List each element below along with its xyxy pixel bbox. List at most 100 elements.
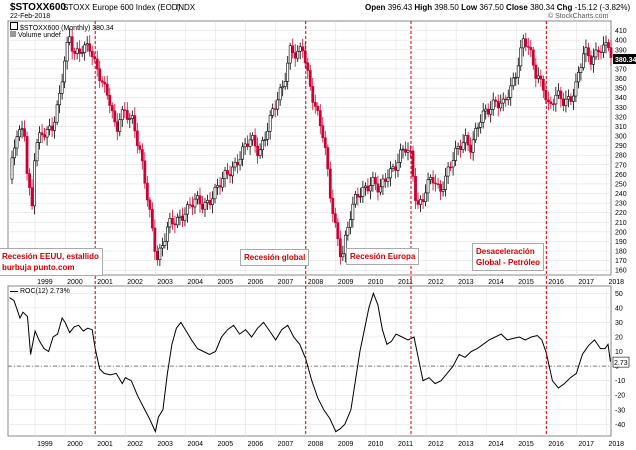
candle-body bbox=[183, 213, 187, 221]
candle-body bbox=[133, 115, 137, 132]
candle-body bbox=[406, 150, 410, 153]
candle-body bbox=[579, 67, 583, 73]
candle-body bbox=[283, 81, 287, 87]
roc-tick-label: -40 bbox=[615, 422, 625, 429]
candle-body bbox=[471, 139, 475, 153]
candle-body bbox=[486, 108, 490, 115]
price-tick-label: 310 bbox=[615, 124, 627, 131]
candle-body bbox=[561, 98, 565, 106]
candle-body bbox=[63, 60, 67, 83]
candle-body bbox=[231, 166, 234, 177]
candle-body bbox=[303, 50, 307, 64]
year-label: 2001 bbox=[97, 279, 113, 286]
candle-body bbox=[419, 199, 422, 205]
candle-body bbox=[266, 131, 270, 140]
candle-body bbox=[602, 44, 605, 53]
candle-body bbox=[366, 185, 370, 192]
candle-body bbox=[546, 99, 550, 103]
annotation-desac-line1: Desaceleración bbox=[476, 247, 535, 256]
candle-body bbox=[411, 150, 415, 177]
candle-body bbox=[273, 108, 277, 110]
ohlc-summary: Open 396.43 High 398.50 Low 367.50 Close… bbox=[365, 3, 630, 12]
candle-body bbox=[188, 204, 192, 206]
year-label: 2013 bbox=[458, 279, 474, 286]
candle-body bbox=[313, 102, 317, 107]
candle-body bbox=[100, 80, 104, 83]
exchange-label: INDX bbox=[176, 3, 196, 12]
candle-body bbox=[479, 122, 483, 128]
candle-body bbox=[311, 86, 315, 103]
year-label: 2018 bbox=[608, 441, 624, 448]
candle-body bbox=[118, 119, 122, 132]
chg-label: Chg bbox=[556, 3, 573, 12]
candle-body bbox=[316, 106, 320, 111]
candle-body bbox=[409, 150, 412, 152]
candle-body bbox=[85, 43, 89, 46]
price-tick-label: 280 bbox=[615, 153, 627, 160]
candle-body bbox=[456, 145, 460, 149]
candle-body bbox=[208, 200, 212, 205]
candle-body bbox=[318, 110, 322, 127]
candle-body bbox=[509, 85, 513, 98]
close-label: Close bbox=[506, 3, 528, 12]
year-label: 2002 bbox=[127, 441, 143, 448]
candle-body bbox=[218, 185, 222, 188]
candle-body bbox=[536, 75, 540, 79]
high-value: 398.50 bbox=[434, 3, 459, 12]
candle-body bbox=[531, 49, 535, 66]
candle-body bbox=[436, 183, 440, 185]
candle-body bbox=[494, 99, 498, 102]
price-tick-label: 320 bbox=[615, 114, 627, 121]
candle-body bbox=[33, 160, 36, 207]
year-label: 2005 bbox=[218, 441, 234, 448]
candle-body bbox=[524, 38, 528, 47]
year-label: 2008 bbox=[308, 279, 324, 286]
candle-body bbox=[589, 55, 593, 65]
recession-markers bbox=[94, 21, 547, 436]
price-tick-label: 270 bbox=[615, 162, 627, 169]
roc-tick-label: 30 bbox=[615, 320, 623, 327]
chart-date: 22-Feb-2018 bbox=[10, 13, 51, 20]
year-label: 2011 bbox=[398, 441, 413, 448]
annotation-recesion-eeuu: Recesión EEUU, estallido burbuja punto.c… bbox=[0, 248, 103, 276]
year-label: 2017 bbox=[578, 441, 594, 448]
year-label: 2010 bbox=[368, 279, 384, 286]
year-label: 2016 bbox=[548, 441, 564, 448]
candle-body bbox=[351, 203, 355, 220]
candle-body bbox=[153, 227, 157, 252]
candle-body bbox=[394, 166, 397, 171]
candle-body bbox=[484, 108, 488, 112]
candle-body bbox=[426, 179, 430, 194]
price-tick-label: 390 bbox=[615, 47, 627, 54]
year-label: 1999 bbox=[37, 279, 53, 286]
candle-body bbox=[128, 118, 132, 120]
candle-body bbox=[45, 129, 49, 138]
candle-body bbox=[348, 219, 352, 228]
candle-body bbox=[145, 182, 149, 201]
candle-body bbox=[58, 93, 62, 106]
candle-body bbox=[584, 47, 588, 55]
year-label: 2009 bbox=[338, 279, 354, 286]
price-tick-label: 220 bbox=[615, 210, 627, 217]
candle-body bbox=[519, 47, 523, 67]
price-legend-label: $STOXX600 (Monthly) 380.34 bbox=[20, 25, 114, 32]
candle-body bbox=[40, 132, 44, 136]
candle-body bbox=[186, 204, 189, 215]
candle-body bbox=[296, 50, 300, 59]
candle-body bbox=[88, 43, 92, 52]
candle-body bbox=[20, 128, 24, 130]
candle-body bbox=[308, 70, 312, 87]
candle-body bbox=[143, 160, 147, 184]
roc-tick-label: 20 bbox=[615, 334, 623, 341]
price-candles bbox=[10, 28, 613, 267]
price-tick-label: 300 bbox=[615, 134, 627, 141]
roc-tick-label: -20 bbox=[615, 393, 625, 400]
candle-body bbox=[496, 101, 500, 109]
candle-body bbox=[213, 187, 217, 200]
candle-body bbox=[221, 178, 224, 188]
close-value: 380.34 bbox=[530, 3, 555, 12]
candle-body bbox=[196, 195, 199, 200]
symbol-title: $STOXX600 bbox=[10, 2, 66, 13]
candle-body bbox=[160, 245, 164, 249]
